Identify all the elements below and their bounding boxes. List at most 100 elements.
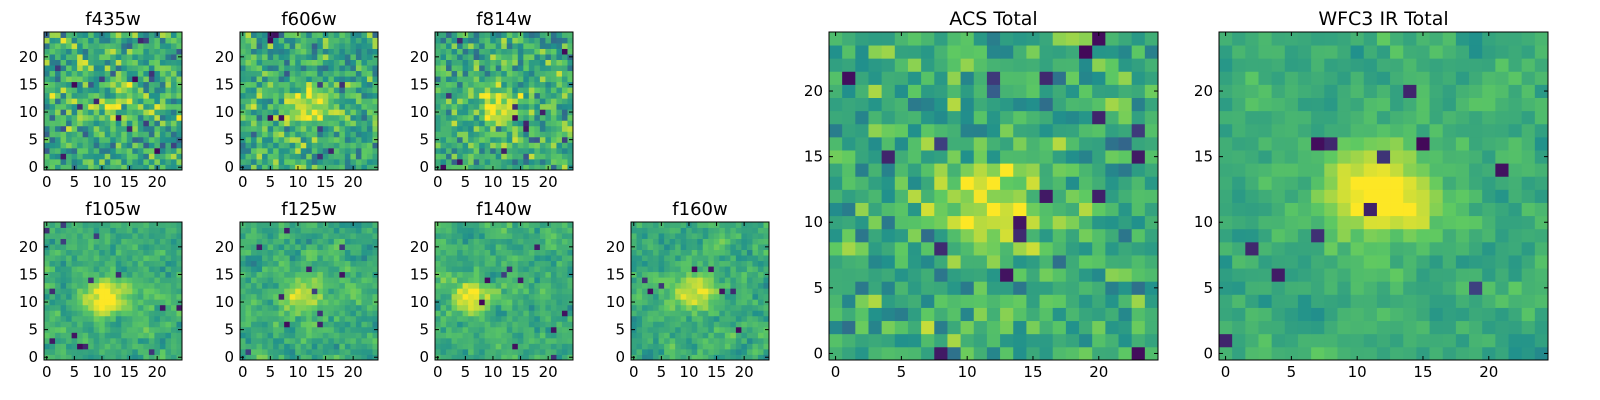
heatmap-cell: [647, 266, 654, 273]
heatmap-cell: [1000, 163, 1014, 177]
heatmap-cell: [506, 332, 513, 339]
heatmap-cell: [763, 343, 770, 350]
heatmap-cell: [104, 337, 111, 344]
heatmap-cell: [154, 120, 161, 127]
heatmap-cell: [148, 65, 155, 72]
heatmap-cell: [697, 271, 704, 278]
heatmap-cell: [159, 255, 166, 262]
heatmap-cell: [653, 233, 659, 239]
heatmap-cell: [339, 288, 346, 295]
heatmap-cell: [517, 249, 524, 256]
heatmap-cell: [176, 32, 183, 38]
heatmap-cell: [550, 142, 557, 149]
x-tick-label: 0: [238, 173, 248, 191]
heatmap-cell: [462, 114, 469, 121]
heatmap-cell: [284, 120, 291, 127]
heatmap-cell: [143, 76, 150, 83]
heatmap-cell: [137, 125, 144, 132]
heatmap-cell: [468, 310, 475, 317]
heatmap-cell: [719, 277, 726, 284]
heatmap-cell: [894, 255, 909, 269]
heatmap-cell: [289, 81, 296, 88]
heatmap-cell: [517, 131, 524, 138]
heatmap-cell: [479, 299, 486, 306]
heatmap-cell: [473, 233, 480, 239]
heatmap-cell: [300, 87, 307, 94]
heatmap-cell: [104, 142, 111, 149]
heatmap-cell: [132, 255, 139, 262]
heatmap-cell: [148, 337, 155, 344]
heatmap-cell: [126, 348, 133, 355]
heatmap-cell: [561, 32, 568, 38]
heatmap-cell: [730, 337, 737, 344]
heatmap-cell: [267, 260, 274, 267]
heatmap-cell: [339, 103, 346, 110]
heatmap-cell: [93, 98, 100, 105]
heatmap-cell: [71, 288, 78, 295]
heatmap-cell: [1092, 228, 1106, 243]
heatmap-cell: [664, 321, 671, 328]
heatmap-cell: [126, 59, 133, 66]
heatmap-cell: [306, 76, 313, 83]
heatmap-cell: [907, 150, 922, 164]
heatmap-cell: [561, 164, 568, 171]
heatmap-cell: [763, 255, 770, 262]
heatmap-cell: [284, 153, 291, 160]
heatmap-cell: [49, 114, 56, 121]
heatmap-cell: [300, 348, 307, 355]
heatmap-cell: [468, 233, 475, 239]
heatmap-cell: [545, 244, 552, 250]
heatmap-cell: [99, 70, 106, 77]
heatmap-cell: [1013, 320, 1027, 335]
heatmap-cell: [724, 233, 731, 239]
heatmap-cell: [82, 32, 89, 38]
heatmap-cell: [561, 153, 568, 160]
heatmap-cell: [636, 260, 643, 267]
heatmap-cell: [894, 228, 909, 243]
heatmap-cell: [361, 43, 368, 49]
heatmap-cell: [60, 227, 67, 234]
heatmap-cell: [99, 76, 106, 83]
heatmap-cell: [322, 120, 329, 127]
heatmap-cell: [1065, 320, 1080, 335]
heatmap-cell: [93, 131, 100, 138]
heatmap-cell: [350, 54, 357, 60]
heatmap-cell: [556, 293, 563, 300]
heatmap-cell: [561, 43, 568, 49]
heatmap-cell: [82, 326, 89, 333]
heatmap-cell: [104, 260, 111, 267]
heatmap-cell: [512, 103, 519, 110]
heatmap-cell: [295, 271, 302, 278]
heatmap-cell: [300, 315, 307, 322]
heatmap-cell: [647, 277, 654, 284]
heatmap-cell: [132, 98, 139, 105]
heatmap-cell: [1052, 189, 1067, 203]
heatmap-cell: [664, 282, 671, 289]
heatmap-cell: [855, 346, 869, 361]
heatmap-cell: [256, 233, 263, 239]
heatmap-cell: [691, 249, 698, 256]
heatmap-cell: [154, 277, 161, 284]
heatmap-cell: [457, 326, 463, 333]
heatmap-cell: [176, 238, 183, 245]
heatmap-cell: [697, 233, 704, 239]
heatmap-cell: [104, 125, 111, 132]
heatmap-cell: [143, 147, 150, 154]
heatmap-cell: [256, 249, 263, 256]
heatmap-cell: [267, 158, 274, 165]
heatmap-cell: [446, 348, 452, 355]
heatmap-cell: [339, 43, 346, 49]
heatmap-cell: [350, 310, 357, 317]
heatmap-cell: [746, 310, 753, 317]
heatmap-cell: [110, 142, 117, 149]
heatmap-cell: [159, 321, 166, 328]
heatmap-cell: [121, 54, 128, 60]
heatmap-cell: [262, 136, 268, 143]
heatmap-cell: [132, 43, 139, 49]
heatmap-cell: [333, 48, 340, 55]
heatmap-cell: [60, 271, 67, 278]
heatmap-cell: [361, 260, 368, 267]
heatmap-cell: [636, 343, 643, 350]
heatmap-cell: [528, 293, 535, 300]
panel-title: f160w: [672, 199, 727, 220]
